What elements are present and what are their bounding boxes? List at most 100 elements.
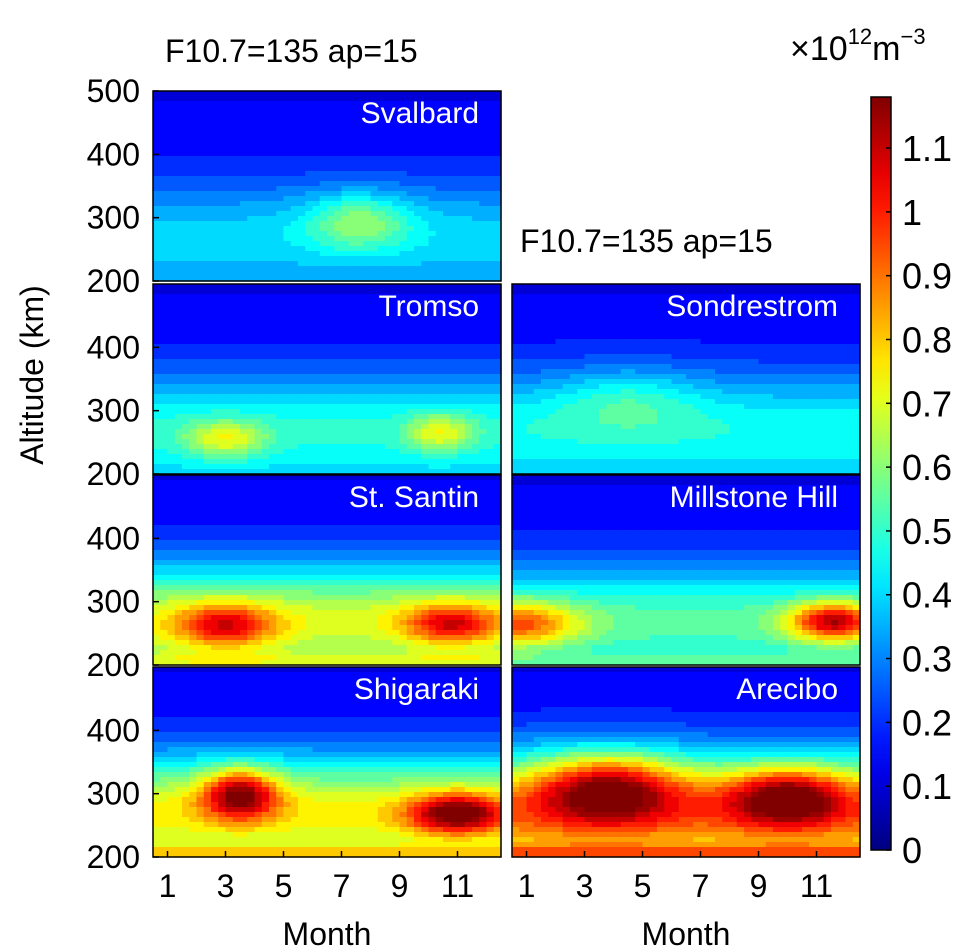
heat-cell [189,231,198,237]
heat-cell [548,299,557,305]
heat-cell [334,304,343,310]
heat-cell [686,294,694,300]
heat-cell [363,276,372,282]
heat-cell [348,196,357,202]
heat-cell [722,384,731,390]
heat-cell [577,459,586,465]
heat-cell [406,121,415,127]
heat-cell [457,176,466,182]
heat-cell [479,196,488,202]
heat-cell [512,374,520,380]
heat-cell [392,236,401,242]
heat-cell [356,116,364,122]
heat-cell [657,454,665,460]
heat-cell [671,334,680,340]
heat-cell [664,384,673,390]
heat-cell [153,409,161,415]
heat-cell [240,271,248,277]
heat-cell [399,116,408,122]
heat-cell [385,454,393,460]
heat-cell [182,276,190,282]
heat-cell [356,151,364,157]
heat-cell [744,289,752,295]
heat-cell [341,319,350,325]
heat-cell [479,319,488,325]
heat-cell [707,339,716,345]
heat-cell [707,364,716,370]
heat-cell [385,96,393,102]
heat-cell [486,181,495,187]
heat-cell [486,241,495,247]
heat-cell [283,176,292,182]
heat-cell [486,176,495,182]
heat-cell [457,469,466,475]
heat-cell [435,226,444,232]
heat-cell [443,299,451,305]
heat-cell [218,191,227,197]
heat-cell [261,444,270,450]
heat-cell [247,106,256,112]
heat-cell [305,266,314,272]
heat-cell [247,171,256,177]
heat-cell [678,414,687,420]
heat-cell [182,151,190,157]
heat-cell [203,384,212,390]
heat-cell [225,299,234,305]
heat-cell [443,314,451,320]
heat-cell [526,364,535,370]
heat-cell [392,111,401,117]
heat-cell [599,429,607,435]
heat-cell [341,201,350,207]
heat-cell [584,339,593,345]
heat-cell [261,216,270,222]
heat-cell [327,404,335,410]
heat-cell [486,261,495,267]
heat-cell [377,116,386,122]
heat-cell [700,419,709,425]
heat-cell [254,171,263,177]
heat-cell [240,314,248,320]
heat-cell [160,236,169,242]
heat-cell [555,319,564,325]
heat-cell [722,374,731,380]
heat-cell [247,469,256,475]
heat-cell [240,171,248,177]
heat-cell [232,354,241,360]
heat-cell [298,409,306,415]
heat-cell [649,309,658,315]
heat-cell [657,469,665,475]
heat-cell [526,304,535,310]
heat-cell [599,414,607,420]
heat-cell [283,271,292,277]
heat-cell [414,196,422,202]
heat-cell [613,314,622,320]
heat-cell [562,359,571,365]
heat-cell [707,429,716,435]
heat-cell [421,304,430,310]
heat-cell [577,329,586,335]
heat-cell [211,111,219,117]
heat-cell [570,449,578,455]
heat-cell [203,324,212,330]
heat-cell [479,106,488,112]
heat-cell [160,131,169,137]
heat-cell [729,409,738,415]
heat-cell [736,449,745,455]
heat-cell [218,166,227,172]
heat-cell [406,459,415,465]
heat-cell [189,309,198,315]
heat-cell [153,276,161,282]
heat-cell [312,201,321,207]
heat-cell [664,369,673,375]
heat-cell [479,424,488,430]
heat-cell [189,121,198,127]
heat-cell [348,91,357,97]
heat-cell [620,349,629,355]
heat-cell [628,359,636,365]
heat-cell [472,469,480,475]
heat-cell [421,271,430,277]
heat-cell [319,469,328,475]
heat-cell [555,464,564,470]
heat-cell [312,231,321,237]
heat-cell [334,221,343,227]
